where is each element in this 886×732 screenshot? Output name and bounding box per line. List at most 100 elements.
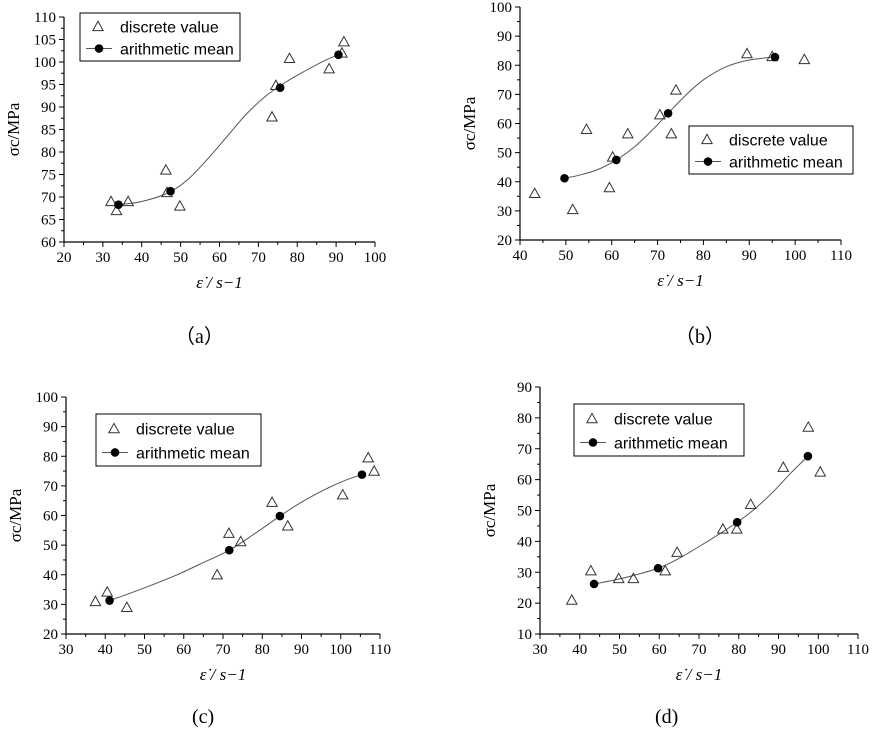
arithmetic-mean-point bbox=[612, 155, 621, 165]
y-tick-label: 60 bbox=[517, 473, 532, 489]
x-tick-label: 20 bbox=[57, 250, 72, 266]
legend-label: discrete value bbox=[136, 422, 235, 439]
discrete-value-point bbox=[665, 127, 678, 139]
x-tick-label: 50 bbox=[137, 642, 152, 658]
y-tick-label: 30 bbox=[517, 565, 532, 581]
arithmetic-mean-point bbox=[114, 200, 123, 209]
x-tick-label: 50 bbox=[173, 250, 188, 266]
chart-panel-a: 20 30 40 50 60 70 80 90 100 60 65 70 75 80 85 90 95 100 10… bbox=[4, 10, 387, 292]
legend-label: discrete value bbox=[120, 19, 219, 36]
y-tick-label: 40 bbox=[43, 568, 58, 584]
y-tick-label: 10 bbox=[517, 627, 532, 643]
x-tick-label: 40 bbox=[513, 248, 528, 264]
discrete-value-point bbox=[104, 195, 118, 207]
legend-label: discrete value bbox=[614, 412, 713, 429]
x-tick-label: 30 bbox=[95, 250, 110, 266]
x-tick-label: 100 bbox=[807, 642, 830, 658]
y-tick-label: 50 bbox=[497, 146, 512, 162]
x-axis-title: ε̇ / s−1 bbox=[676, 665, 723, 684]
x-tick-label: 80 bbox=[255, 642, 270, 658]
discrete-value-point bbox=[110, 204, 123, 216]
discrete-value-point bbox=[528, 187, 541, 199]
x-tick-label: 90 bbox=[742, 248, 757, 264]
x-tick-label: 80 bbox=[290, 250, 305, 266]
y-tick-label: 70 bbox=[41, 190, 56, 206]
fit-curve bbox=[109, 474, 363, 601]
arithmetic-mean-series bbox=[560, 52, 780, 183]
x-tick-label: 50 bbox=[612, 642, 627, 658]
x-tick-label: 40 bbox=[572, 642, 587, 658]
y-tick-label: 70 bbox=[497, 87, 512, 103]
y-tick-label: 90 bbox=[497, 29, 512, 45]
x-tick-label: 60 bbox=[176, 642, 191, 658]
arithmetic-mean-point bbox=[224, 545, 234, 555]
legend: discrete value arithmetic mean bbox=[95, 413, 262, 467]
y-tick-label: 100 bbox=[490, 0, 513, 16]
x-tick-label: 70 bbox=[216, 642, 231, 658]
discrete-value-point bbox=[580, 123, 593, 134]
discrete-value-point bbox=[266, 495, 279, 507]
legend-dot-icon bbox=[588, 438, 598, 447]
discrete-value-point bbox=[603, 181, 616, 193]
y-tick-label: 50 bbox=[517, 504, 532, 520]
discrete-value-point bbox=[283, 52, 296, 64]
y-axis-title: σc/MPa bbox=[480, 483, 499, 537]
x-tick-label: 110 bbox=[369, 642, 391, 658]
panel-caption-c: (c) bbox=[192, 706, 215, 728]
y-tick-label: 80 bbox=[43, 449, 58, 465]
legend-dot-icon bbox=[703, 157, 713, 166]
legend-label: arithmetic mean bbox=[120, 42, 234, 59]
arithmetic-mean-point bbox=[653, 563, 663, 573]
discrete-value-point bbox=[584, 564, 597, 576]
discrete-value-point bbox=[281, 519, 294, 531]
discrete-value-point bbox=[669, 83, 682, 95]
x-tick-label: 40 bbox=[134, 250, 149, 266]
arithmetic-mean-series bbox=[105, 470, 367, 605]
arithmetic-mean-point bbox=[275, 83, 285, 92]
legend-box bbox=[95, 413, 262, 467]
arithmetic-mean-point bbox=[105, 596, 114, 605]
y-tick-label: 105 bbox=[34, 33, 57, 49]
y-tick-label: 50 bbox=[43, 538, 58, 554]
legend-box bbox=[79, 12, 241, 62]
discrete-value-point bbox=[337, 35, 350, 47]
y-axis-title: σc/MPa bbox=[460, 96, 479, 150]
panel-caption-a: （a） bbox=[175, 326, 224, 348]
discrete-value-point bbox=[659, 564, 672, 576]
x-tick-label: 50 bbox=[558, 248, 573, 264]
discrete-value-point bbox=[730, 522, 743, 534]
discrete-value-point bbox=[814, 465, 827, 477]
discrete-value-point bbox=[89, 595, 102, 607]
arithmetic-mean-point bbox=[589, 579, 599, 589]
arithmetic-mean-point bbox=[770, 52, 780, 62]
x-tick-label: 70 bbox=[251, 250, 266, 266]
fit-curve bbox=[118, 54, 339, 206]
discrete-value-point bbox=[740, 47, 754, 59]
x-axis-title: ε̇ / s−1 bbox=[657, 271, 704, 290]
discrete-value-point bbox=[211, 568, 224, 580]
fit-curve bbox=[564, 56, 776, 179]
y-axis-title: σc/MPa bbox=[6, 488, 25, 542]
discrete-value-point bbox=[336, 488, 349, 500]
y-tick-label: 30 bbox=[43, 597, 58, 613]
y-tick-label: 95 bbox=[41, 78, 56, 94]
x-tick-label: 100 bbox=[364, 250, 387, 266]
arithmetic-mean-point bbox=[275, 511, 285, 521]
y-tick-label: 70 bbox=[43, 479, 58, 495]
discrete-value-point bbox=[612, 572, 625, 584]
y-tick-label: 60 bbox=[497, 117, 512, 133]
x-tick-label: 100 bbox=[784, 248, 807, 264]
y-tick-label: 85 bbox=[41, 123, 56, 139]
discrete-value-point bbox=[159, 163, 172, 175]
discrete-value-point bbox=[362, 451, 375, 463]
x-tick-label: 60 bbox=[212, 250, 227, 266]
discrete-value-point bbox=[621, 127, 634, 139]
y-tick-label: 80 bbox=[517, 411, 532, 427]
x-tick-label: 70 bbox=[692, 642, 707, 658]
x-tick-label: 60 bbox=[652, 642, 667, 658]
x-tick-label: 70 bbox=[650, 248, 665, 264]
legend-label: arithmetic mean bbox=[729, 155, 843, 172]
y-tick-label: 90 bbox=[43, 420, 58, 436]
x-tick-label: 110 bbox=[847, 642, 869, 658]
x-tick-label: 90 bbox=[294, 642, 309, 658]
